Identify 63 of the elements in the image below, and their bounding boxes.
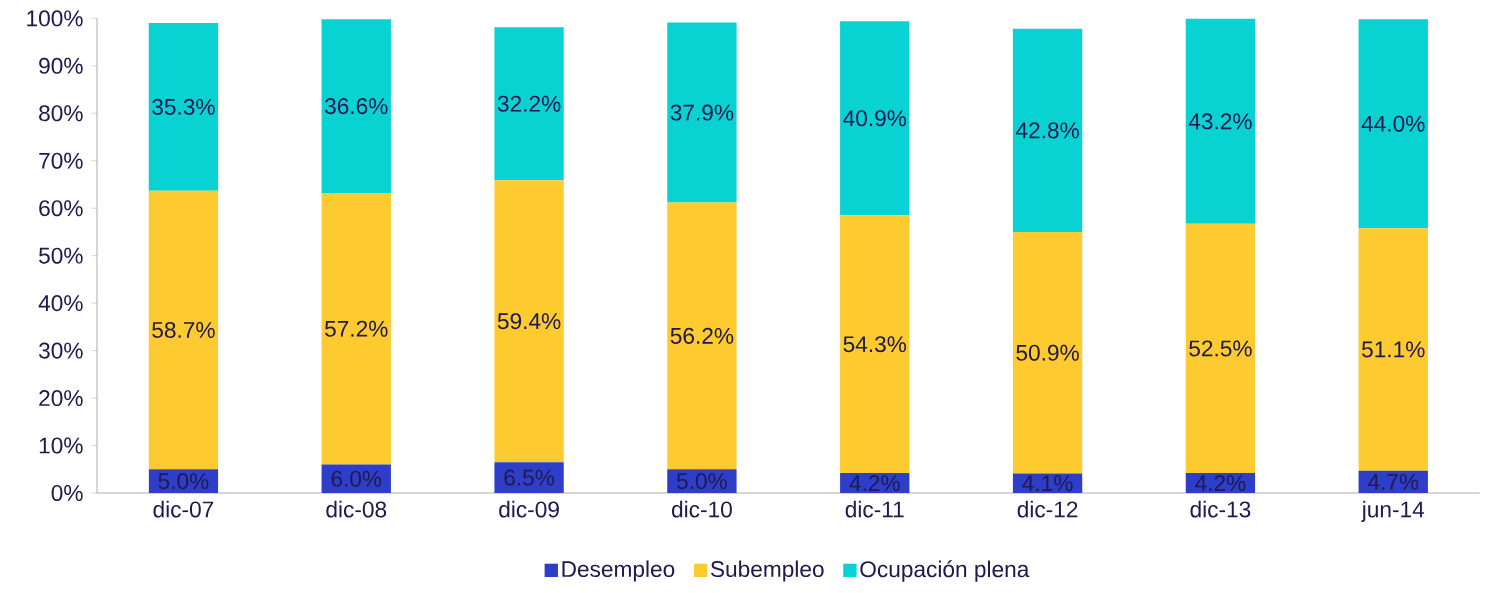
y-tick-label: 30% — [38, 342, 83, 359]
bar — [494, 27, 564, 181]
x-tick-label: dic-12 — [1017, 500, 1078, 518]
x-tick-label: dic-08 — [326, 500, 387, 518]
bar — [321, 193, 391, 465]
bar — [1358, 228, 1428, 471]
x-tick-label: jun-14 — [1361, 500, 1425, 522]
y-tick-label: 10% — [39, 437, 83, 454]
x-tick-label: dic-09 — [499, 500, 559, 518]
data-label: 40.9% — [843, 110, 907, 127]
y-tick-label: 0% — [51, 484, 83, 502]
data-label: 6.0% — [331, 470, 382, 487]
data-label: 4.7% — [1367, 473, 1419, 490]
bar — [1012, 231, 1083, 474]
y-tick-label: 20% — [39, 390, 83, 407]
bar — [667, 202, 737, 470]
bar — [840, 215, 910, 474]
y-tick-label: 40% — [38, 295, 83, 312]
data-label: 6.5% — [504, 469, 555, 486]
y-tick-label: 80% — [39, 105, 83, 122]
y-tick-label: 100% — [27, 10, 83, 27]
x-tick-label: dic-07 — [153, 500, 214, 518]
data-label: 42.8% — [1015, 122, 1079, 139]
y-tick-label: 90% — [39, 57, 83, 74]
bar — [494, 180, 564, 463]
data-label: 32.2% — [497, 95, 561, 112]
y-tick-label: 70% — [39, 152, 83, 169]
data-label: 43.2% — [1188, 113, 1252, 130]
y-tick-label: 60% — [39, 200, 83, 217]
data-label: 5.0% — [158, 473, 209, 490]
data-label: 4.2% — [849, 475, 900, 491]
x-tick-label: dic-10 — [672, 500, 732, 518]
x-tick-label: dic-13 — [1190, 500, 1251, 518]
bar — [321, 19, 391, 194]
data-label: 37.9% — [670, 104, 734, 121]
data-label: 4.1% — [1022, 475, 1073, 492]
data-label: 4.2% — [1195, 475, 1246, 491]
data-label: 36.6% — [324, 98, 388, 115]
data-label: 58.7% — [152, 321, 215, 338]
legend-label: Subempleo — [710, 560, 824, 582]
bar — [667, 22, 737, 203]
bar — [1185, 18, 1256, 224]
data-label: 51.1% — [1362, 341, 1425, 358]
data-label: 35.3% — [152, 98, 215, 115]
bar — [1185, 223, 1256, 474]
data-label: 59.4% — [497, 313, 561, 330]
bar — [148, 23, 219, 191]
x-tick-label: dic-11 — [845, 500, 904, 518]
data-label: 54.3% — [843, 336, 907, 353]
data-label: 56.2% — [670, 327, 734, 344]
bar — [840, 21, 910, 216]
data-label: 50.9% — [1016, 344, 1079, 361]
bar — [148, 190, 219, 470]
data-label: 44.0% — [1361, 115, 1425, 132]
bar — [1358, 19, 1428, 229]
legend-label: Ocupación plena — [860, 560, 1030, 582]
data-label: 57.2% — [325, 320, 388, 337]
y-tick-label: 50% — [39, 247, 83, 264]
bar — [494, 462, 564, 493]
data-label: 5.0% — [676, 473, 727, 490]
bar — [1012, 28, 1083, 232]
data-label: 52.5% — [1189, 340, 1252, 357]
legend-label: Desempleo — [562, 560, 675, 582]
